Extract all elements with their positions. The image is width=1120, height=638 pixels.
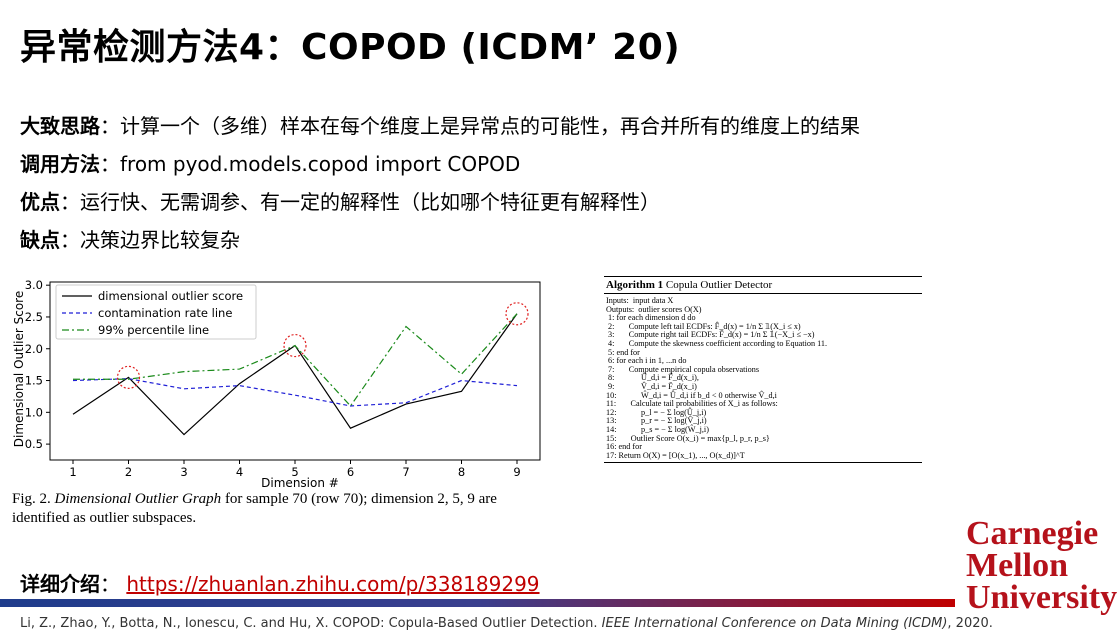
algorithm-line: 16: end for: [606, 442, 642, 452]
detail-key: 详细介绍: [20, 572, 100, 596]
y-tick-label: 1.5: [25, 374, 43, 388]
x-tick-label: 6: [347, 465, 354, 478]
bullet-sep: ：: [60, 228, 80, 252]
slide-title: 异常检测方法4：COPOD (ICDM’ 20): [20, 27, 681, 68]
algorithm-line: 9: V̂_d,i = F̄_d(x_i): [606, 381, 697, 391]
algorithm-box: Algorithm 1 Copula Outlier Detector Inpu…: [604, 276, 922, 514]
x-axis-label: Dimension #: [261, 476, 339, 490]
algorithm-line: Inputs: input data X: [606, 296, 674, 305]
algorithm-line: 13: p_r = − Σ log(V̂_j,i): [606, 416, 707, 426]
bullet-idea: 大致思路：计算一个（多维）样本在每个维度上是异常点的可能性，再合并所有的维度上的…: [20, 116, 860, 154]
x-tick-label: 9: [513, 465, 520, 478]
bullet-usage: 调用方法：from pyod.models.copod import COPOD: [20, 154, 860, 192]
bullet-cons: 缺点：决策边界比较复杂: [20, 230, 860, 268]
algorithm-header: Algorithm 1 Copula Outlier Detector: [604, 276, 922, 294]
y-tick-label: 2.0: [25, 342, 43, 356]
cmu-logo: Carnegie Mellon University: [966, 515, 1118, 616]
x-tick-label: 7: [402, 465, 409, 478]
bullet-key: 大致思路: [20, 114, 100, 138]
bullet-key: 优点: [20, 190, 60, 214]
y-tick-label: 1.0: [25, 405, 43, 419]
x-tick-label: 2: [125, 465, 132, 478]
series-line-3: [73, 313, 518, 407]
algorithm-lines: Inputs: input data X Outputs: outlier sco…: [604, 294, 922, 460]
detail-sep: ：: [100, 572, 120, 596]
bullet-key: 调用方法: [20, 152, 100, 176]
chart-legend: dimensional outlier score contamination r…: [55, 284, 257, 340]
legend-label: 99% percentile line: [98, 323, 209, 337]
y-tick-label: 3.0: [25, 278, 43, 292]
detail-link[interactable]: https://zhuanlan.zhihu.com/p/338189299: [126, 572, 540, 596]
detail-line: 详细介绍： https://zhuanlan.zhihu.com/p/33818…: [20, 568, 540, 597]
outlier-highlight-circle: [116, 365, 141, 389]
footer-color-bar: [0, 599, 955, 607]
algorithm-line: 10: Ŵ_d,i = Û_d,i if b_d < 0 otherwise V…: [606, 390, 777, 400]
algorithm-line: 11: Calculate tail probabilities of X_i …: [606, 399, 778, 409]
algorithm-line: 15: Outlier Score O(x_i) = max{p_l, p_r,…: [606, 433, 770, 443]
y-axis-label: Dimensional Outlier Score: [12, 291, 26, 447]
bullet-sep: ：: [60, 190, 80, 214]
algorithm-line: 1: for each dimension d do: [606, 313, 696, 323]
x-tick-label: 5: [291, 465, 298, 478]
algorithm-line: 2: Compute left tail ECDFs: F̂_d(x) = 1/…: [606, 321, 801, 331]
y-tick-label: 0.5: [25, 437, 43, 451]
algorithm-line: 5: end for: [606, 347, 640, 357]
x-tick-label: 4: [236, 465, 243, 478]
algorithm-line: Outputs: outlier scores O(X): [606, 304, 702, 314]
logo-line: University: [966, 579, 1118, 616]
legend-label: contamination rate line: [98, 306, 232, 320]
algorithm-line: 8: Û_d,i = F̂_d(x_i),: [606, 373, 699, 383]
reference-prefix: Li, Z., Zhao, Y., Botta, N., Ionescu, C.…: [20, 616, 602, 631]
algorithm-label: Algorithm 1: [606, 279, 664, 291]
outlier-chart: 0.5 1.0 1.5 2.0 2.5 3.0 1 2 3 4 5 6 7 8 9 Dimensional…: [12, 278, 541, 479]
bullet-text: 计算一个（多维）样本在每个维度上是异常点的可能性，再合并所有的维度上的结果: [120, 114, 860, 138]
reference: Li, Z., Zhao, Y., Botta, N., Ionescu, C.…: [20, 616, 993, 631]
caption-italic: Dimensional Outlier Graph: [54, 491, 222, 507]
figure-caption: Fig. 2. Dimensional Outlier Graph for sa…: [12, 490, 537, 528]
caption-rest: for sample 70 (row 70); dimension 2, 5, …: [12, 491, 497, 526]
algorithm-name: Copula Outlier Detector: [665, 279, 773, 291]
algorithm-line: 12: p_l = − Σ log(Û_j,i): [606, 407, 707, 417]
bullet-text: 运行快、无需调参、有一定的解释性（比如哪个特征更有解释性）: [80, 190, 660, 214]
bullet-text: 决策边界比较复杂: [80, 228, 240, 252]
reference-suffix: , 2020.: [947, 616, 993, 631]
algorithm-line: 6: for each i in 1, ...n do: [606, 356, 687, 366]
x-tick-label: 8: [458, 465, 465, 478]
y-tick-label: 2.5: [25, 310, 43, 324]
reference-italic: IEEE International Conference on Data Mi…: [601, 616, 948, 631]
algorithm-line: 3: Compute right tail ECDFs: F̄_d(x) = 1…: [606, 330, 815, 340]
x-tick-label: 3: [180, 465, 187, 478]
algorithm-bottom-rule: [604, 462, 922, 464]
outlier-highlight-circle: [283, 333, 307, 358]
bullet-list: 大致思路：计算一个（多维）样本在每个维度上是异常点的可能性，再合并所有的维度上的…: [20, 116, 860, 268]
legend-box: [55, 284, 257, 340]
outlier-highlight-circle: [505, 302, 529, 326]
caption-prefix: Fig. 2.: [12, 491, 51, 507]
algorithm-line: 7: Compute empirical copula observations: [606, 364, 760, 374]
logo-line: Carnegie: [966, 515, 1099, 552]
bullet-key: 缺点: [20, 228, 60, 252]
outlier-chart-figure: 0.5 1.0 1.5 2.0 2.5 3.0 1 2 3 4 5 6 7 8 9 Dimensional…: [10, 278, 542, 528]
bullet-pros: 优点：运行快、无需调参、有一定的解释性（比如哪个特征更有解释性）: [20, 192, 860, 230]
algorithm-line: 17: Return O(X) = [O(x_1), ..., O(x_d)]^…: [606, 450, 745, 460]
legend-label: dimensional outlier score: [98, 289, 243, 303]
bullet-sep: ：: [100, 114, 120, 138]
bullet-text: from pyod.models.copod import COPOD: [120, 152, 521, 176]
x-tick-label: 1: [69, 465, 76, 478]
bullet-sep: ：: [100, 152, 120, 176]
algorithm-line: 14: p_s = − Σ log(Ŵ_j,i): [606, 424, 709, 434]
algorithm-line: 4: Compute the skewness coefficient acco…: [606, 338, 828, 348]
logo-line: Mellon: [966, 547, 1068, 584]
